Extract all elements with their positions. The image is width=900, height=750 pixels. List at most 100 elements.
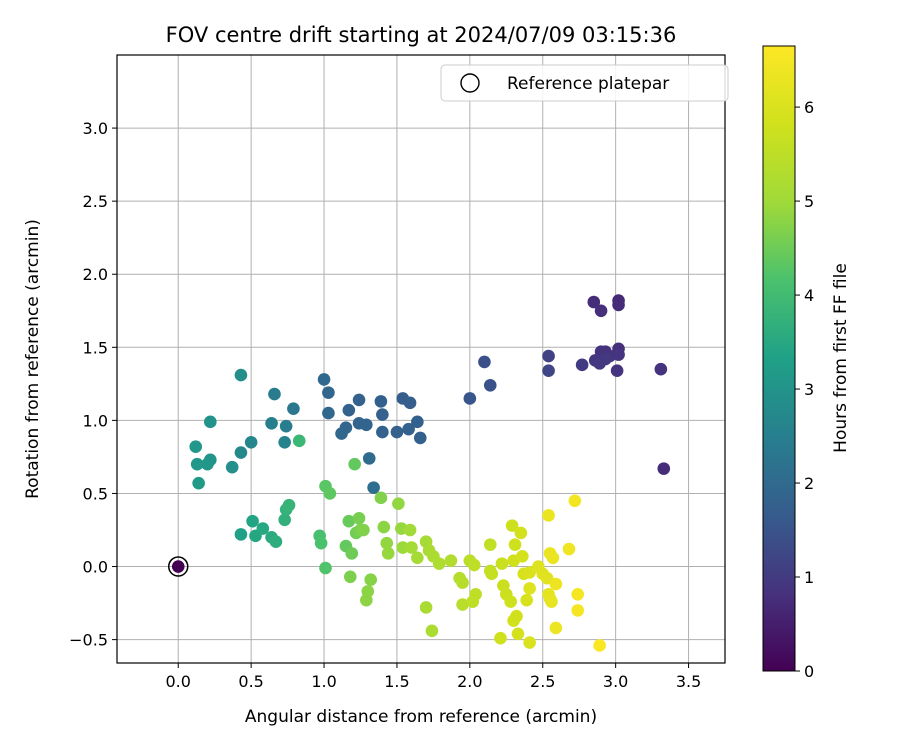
- x-tick-label: 3.0: [603, 672, 628, 691]
- scatter-point: [466, 595, 480, 608]
- scatter-point: [511, 627, 525, 641]
- scatter-point: [357, 523, 370, 537]
- scatter-point: [456, 598, 469, 611]
- scatter-point: [376, 425, 389, 439]
- grid: [117, 55, 725, 663]
- scatter-point: [322, 386, 335, 399]
- scatter-point: [392, 497, 405, 510]
- x-axis-ticks: 0.0 0.5 1.0 1.5 2.0 2.5 3.0 3.5: [166, 663, 701, 691]
- scatter-point: [279, 419, 293, 433]
- scatter-point: [562, 542, 576, 556]
- scatter-point: [204, 415, 217, 429]
- scatter-point: [343, 570, 357, 584]
- scatter-point: [244, 436, 258, 449]
- scatter-point: [278, 436, 291, 449]
- scatter-point: [190, 457, 204, 471]
- scatter-point: [485, 567, 499, 581]
- scatter-point: [549, 577, 563, 591]
- scatter-point: [352, 512, 366, 525]
- scatter-point: [419, 601, 433, 614]
- y-tick-label: 2.5: [83, 192, 108, 211]
- y-tick-label: 0.5: [83, 484, 108, 503]
- scatter-point: [380, 536, 394, 550]
- colorbar-ticks: 0 1 2 3 4 5 6: [795, 98, 814, 681]
- scatter-point: [396, 541, 410, 554]
- x-axis-label: Angular distance from reference (arcmin): [245, 707, 597, 727]
- scatter-point: [342, 403, 356, 417]
- x-tick-label: 0.0: [166, 672, 191, 691]
- scatter-point: [282, 498, 296, 512]
- scatter-point: [234, 368, 248, 382]
- scatter-point: [504, 595, 517, 608]
- x-tick-label: 1.5: [384, 672, 409, 691]
- scatter-point: [256, 522, 270, 535]
- scatter-point: [413, 431, 427, 445]
- scatter-point: [546, 551, 560, 565]
- scatter-points: [167, 294, 671, 652]
- scatter-point: [268, 387, 281, 401]
- x-tick-label: 1.0: [311, 672, 336, 691]
- scatter-point: [523, 636, 536, 649]
- scatter-point: [360, 593, 373, 607]
- scatter-point: [542, 509, 555, 522]
- scatter-point: [654, 362, 668, 376]
- colorbar-tick-label: 3: [804, 380, 814, 399]
- scatter-point: [571, 604, 585, 617]
- scatter-point: [364, 573, 377, 586]
- y-axis-ticks: −0.5 0.0 0.5 1.0 1.5 2.0 2.5 3.0: [69, 119, 117, 650]
- scatter-point: [495, 557, 509, 570]
- scatter-point: [508, 538, 522, 551]
- scatter-point: [374, 491, 388, 505]
- x-tick-label: 2.0: [457, 672, 482, 691]
- colorbar-tick-label: 5: [804, 192, 814, 211]
- scatter-point: [348, 457, 361, 471]
- scatter-point: [425, 624, 439, 638]
- y-axis-label: Rotation from reference (arcmin): [23, 219, 43, 499]
- scatter-point: [171, 560, 185, 573]
- chart-title: FOV centre drift starting at 2024/07/09 …: [166, 23, 677, 47]
- scatter-point: [405, 541, 418, 554]
- scatter-point: [342, 514, 356, 528]
- scatter-point: [201, 457, 214, 471]
- scatter-point: [432, 557, 446, 570]
- scatter-point: [319, 561, 332, 575]
- scatter-point: [345, 547, 359, 560]
- scatter-point: [494, 631, 507, 645]
- scatter-point: [545, 595, 558, 608]
- x-tick-label: 0.5: [238, 672, 263, 691]
- legend-label: Reference platepar: [507, 74, 669, 94]
- scatter-point: [411, 415, 424, 429]
- scatter-point: [610, 364, 624, 377]
- scatter-point: [317, 373, 331, 386]
- scatter-point: [335, 427, 348, 440]
- colorbar-tick-label: 0: [804, 662, 814, 681]
- scatter-point: [360, 418, 373, 432]
- scatter-point: [278, 513, 291, 527]
- scatter-point: [593, 639, 606, 652]
- scatter-point: [463, 392, 477, 405]
- scatter-point: [612, 298, 625, 312]
- scatter-point: [594, 304, 608, 318]
- scatter-point: [549, 621, 563, 635]
- colorbar-tick-label: 6: [804, 98, 814, 117]
- x-tick-label: 3.5: [676, 672, 701, 691]
- scatter-point: [287, 402, 300, 415]
- scatter-point: [456, 576, 469, 589]
- scatter-point: [269, 535, 283, 548]
- scatter-point: [374, 395, 388, 408]
- scatter-point: [444, 554, 458, 567]
- scatter-point: [467, 558, 481, 572]
- scatter-point: [575, 358, 589, 372]
- colorbar: 0 1 2 3 4 5 6 Hours from first FF file: [762, 45, 851, 681]
- scatter-point: [510, 609, 523, 623]
- scatter-point: [402, 422, 415, 436]
- colorbar-tick-label: 2: [804, 474, 814, 493]
- scatter-point: [314, 536, 328, 550]
- legend: Reference platepar: [440, 64, 729, 102]
- scatter-point: [612, 348, 625, 361]
- scatter-point: [225, 460, 239, 474]
- legend-box: [440, 64, 729, 102]
- scatter-point: [568, 494, 582, 508]
- scatter-point: [352, 393, 366, 407]
- scatter-point: [322, 406, 335, 420]
